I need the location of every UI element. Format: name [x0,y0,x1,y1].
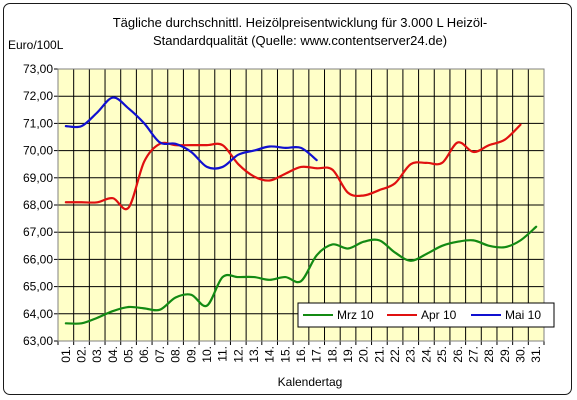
x-tick-label: 13. [247,346,261,363]
x-tick-label: 01. [59,346,73,363]
y-tick-label: 64,00 [23,307,53,321]
y-tick-label: 68,00 [23,198,53,212]
x-tick-label: 24. [419,346,433,363]
x-tick-label: 25. [435,346,449,363]
x-tick-label: 10. [200,346,214,363]
y-tick-label: 63,00 [23,334,53,348]
y-tick-label: 72,00 [23,89,53,103]
legend-box [297,302,555,328]
x-tick-label: 17. [310,346,324,363]
y-tick-label: 67,00 [23,225,53,239]
x-tick-label: 02. [75,346,89,363]
series-line-1 [64,225,538,325]
y-tick-label: 73,00 [23,62,53,76]
x-tick-label: 05. [122,346,136,363]
x-axis-ticks: 01. 02. 03. 04. 05. 06. 07. 08. 09. 10. 11. 12. 13. 1… [57,341,545,363]
legend-label-apr: Apr 10 [421,308,457,322]
x-tick-label: 12. [231,346,245,363]
legend-label-mrz: Mrz 10 [337,308,374,322]
x-tick-label: 08. [169,346,183,363]
series-line-3 [64,96,318,170]
plot-border [57,68,545,342]
chart-title-line-2: Standardqualität (Quelle: www.contentser… [153,33,447,48]
series-lines [64,96,538,325]
x-tick-label: 22. [388,346,402,363]
chart-title-line-1: Tägliche durchschnittl. Heizölpreisentwi… [113,15,488,30]
x-tick-label: 19. [341,346,355,363]
x-tick-label: 09. [184,346,198,363]
x-tick-label: 16. [294,346,308,363]
y-axis-unit-label: Euro/100L [8,38,64,52]
legend-label-mai: Mai 10 [505,308,541,322]
x-axis-label: Kalendertag [278,375,343,389]
legend: Mrz 10 Apr 10 Mai 10 [297,302,555,328]
x-tick-label: 14. [263,346,277,363]
x-tick-label: 21. [372,346,386,363]
x-tick-label: 28. [482,346,496,363]
x-tick-label: 26. [451,346,465,363]
x-tick-label: 04. [106,346,120,363]
y-tick-label: 70,00 [23,144,53,158]
x-tick-label: 15. [278,346,292,363]
series-line-2 [64,123,522,211]
x-tick-label: 11. [216,346,230,362]
y-tick-label: 65,00 [23,280,53,294]
x-tick-label: 06. [137,346,151,363]
x-tick-label: 30. [513,346,527,363]
x-tick-label: 23. [404,346,418,363]
y-tick-label: 69,00 [23,171,53,185]
x-tick-label: 31. [529,346,543,363]
y-tick-label: 71,00 [23,116,53,130]
y-axis-ticks: 63,00 64,00 65,00 66,00 67,00 68,00 69,00 70,00… [23,62,58,348]
x-tick-label: 27. [466,346,480,363]
y-tick-label: 66,00 [23,252,53,266]
x-tick-label: 29. [498,346,512,363]
x-tick-label: 18. [325,346,339,363]
x-tick-label: 03. [90,346,104,363]
x-tick-label: 07. [153,346,167,363]
x-tick-label: 20. [357,346,371,363]
